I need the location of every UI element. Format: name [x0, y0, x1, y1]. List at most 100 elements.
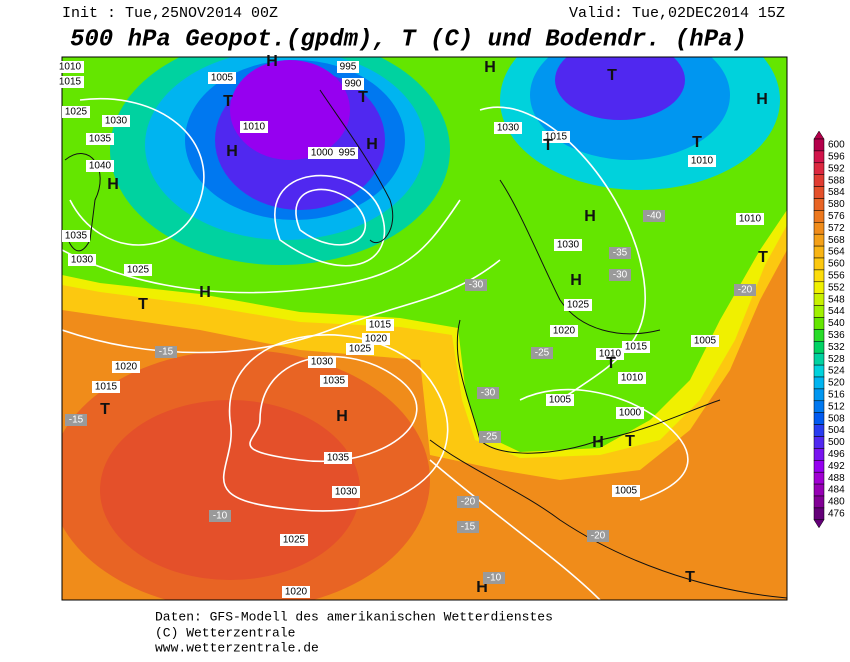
- warm-area: [100, 400, 360, 580]
- label-box: [112, 361, 140, 373]
- pressure-label: 1030: [497, 123, 520, 134]
- pressure-label: 1005: [211, 73, 234, 84]
- colorbar-label: 480: [828, 497, 845, 508]
- label-box: [65, 414, 87, 426]
- colorbar-end: [813, 519, 825, 529]
- pressure-center: H: [570, 272, 582, 289]
- colorbar-swatch: [813, 138, 825, 152]
- pressure-center: H: [484, 59, 496, 76]
- label-box: [209, 510, 231, 522]
- pressure-label: 1035: [89, 134, 112, 145]
- pressure-center: H: [336, 408, 348, 425]
- pressure-label: 1020: [115, 362, 138, 373]
- pressure-label: 1020: [365, 334, 388, 345]
- colorbar-swatch: [813, 245, 825, 259]
- pressure-label: 1025: [65, 107, 88, 118]
- pressure-center: H: [584, 208, 596, 225]
- label-box: [342, 78, 364, 90]
- colorbar-end: [813, 130, 825, 140]
- label-box: [734, 284, 756, 296]
- cold-area: [230, 60, 350, 160]
- colorbar-label: 500: [828, 437, 845, 448]
- temperature-label: -35: [613, 248, 628, 259]
- colorbar-swatch: [813, 507, 825, 521]
- footer-text: Daten: GFS-Modell des amerikanischen Wet…: [155, 609, 553, 624]
- temperature-label: -20: [738, 285, 753, 296]
- colorbar-label: 536: [828, 330, 845, 341]
- colorbar-label: 532: [828, 342, 845, 353]
- label-box: [208, 72, 236, 84]
- colorbar: 6005965925885845805765725685645605565525…: [813, 130, 845, 529]
- label-box: [366, 319, 394, 331]
- temperature-label: -30: [469, 280, 484, 291]
- temperature-label: -40: [647, 211, 662, 222]
- pressure-label: 1025: [349, 344, 372, 355]
- pressure-label: 1010: [739, 214, 762, 225]
- pressure-center: H: [366, 136, 378, 153]
- label-box: [736, 213, 764, 225]
- label-box: [68, 254, 96, 266]
- label-box: [542, 131, 570, 143]
- pressure-label: 1025: [567, 300, 590, 311]
- colorbar-swatch: [813, 400, 825, 413]
- pressure-center: H: [226, 143, 238, 160]
- pressure-label: 1010: [621, 373, 644, 384]
- label-box: [587, 530, 609, 542]
- temperature-label: -30: [613, 270, 628, 281]
- colorbar-swatch: [813, 281, 825, 294]
- label-box: [477, 387, 499, 399]
- colorbar-label: 492: [828, 461, 845, 472]
- label-box: [494, 122, 522, 134]
- label-box: [280, 534, 308, 546]
- pressure-label: 1015: [369, 320, 392, 331]
- colorbar-label: 548: [828, 294, 845, 305]
- label-box: [155, 346, 177, 358]
- pressure-label: 990: [345, 79, 362, 90]
- colorbar-label: 576: [828, 211, 845, 222]
- colorbar-swatch: [813, 460, 825, 473]
- pressure-center: H: [756, 91, 768, 108]
- colorbar-swatch: [813, 412, 825, 425]
- pressure-label: 1015: [59, 77, 82, 88]
- pressure-label: 1010: [243, 122, 266, 133]
- colorbar-swatch: [813, 269, 825, 283]
- temperature-label: -10: [213, 511, 228, 522]
- label-box: [531, 347, 553, 359]
- colorbar-label: 476: [828, 508, 845, 519]
- label-box: [124, 264, 152, 276]
- label-box: [618, 372, 646, 384]
- colorbar-label: 596: [828, 151, 845, 162]
- label-box: [308, 356, 336, 368]
- colorbar-label: 580: [828, 199, 845, 210]
- pressure-label: 1015: [95, 382, 118, 393]
- colorbar-label: 528: [828, 354, 845, 365]
- colorbar-label: 564: [828, 247, 845, 258]
- pressure-label: 1020: [553, 326, 576, 337]
- label-box: [86, 133, 114, 145]
- pressure-label: 1035: [323, 376, 346, 387]
- colorbar-label: 496: [828, 449, 845, 460]
- map-frame: [61, 56, 788, 601]
- pressure-label: 1010: [599, 349, 622, 360]
- isobars: [62, 97, 689, 600]
- pressure-label: 1020: [285, 587, 308, 598]
- label-box: [643, 210, 665, 222]
- colorbar-label: 488: [828, 473, 845, 484]
- label-box: [483, 572, 505, 584]
- pressure-label: 1005: [549, 395, 572, 406]
- colorbar-swatch: [813, 150, 825, 164]
- colorbar-label: 512: [828, 401, 845, 412]
- label-box: [324, 452, 352, 464]
- label-box: [102, 115, 130, 127]
- pressure-label: 1005: [694, 336, 717, 347]
- colorbar-swatch: [813, 388, 825, 402]
- pressure-label: 1025: [127, 265, 150, 276]
- pressure-center: T: [607, 67, 617, 84]
- temperature-label: -15: [461, 522, 476, 533]
- colorbar-label: 560: [828, 259, 845, 270]
- colorbar-swatch: [813, 352, 825, 366]
- pressure-label: 1000: [619, 408, 642, 419]
- colorbar-swatch: [813, 162, 825, 175]
- valid-time: Valid: Tue,02DEC2014 15Z: [569, 5, 785, 22]
